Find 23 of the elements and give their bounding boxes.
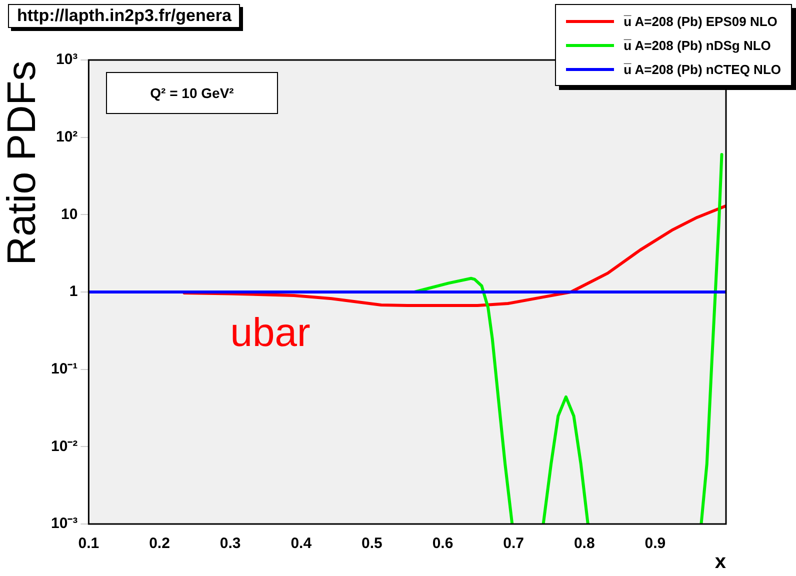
x-tick-label: 0.8 [574, 535, 595, 552]
y-tick-label: 10⁻³ [50, 515, 78, 532]
x-axis-title: x [714, 551, 726, 574]
x-tick-label: 0.3 [220, 535, 241, 552]
legend-label: u̅ A=208 (Pb) nCTEQ NLO [624, 62, 781, 76]
x-tick-label: 0.9 [644, 535, 666, 552]
x-tick-label: 0.4 [290, 535, 312, 552]
x-tick-label: 0.5 [362, 535, 382, 552]
x-tick-label: 0.2 [149, 535, 170, 552]
y-tick-label: 10⁻² [50, 438, 78, 455]
y-tick-label: 10³ [56, 51, 78, 68]
x-tick-label: 0.1 [78, 535, 100, 552]
y-tick-label: 10 [60, 206, 78, 223]
y-tick-label: 10² [56, 128, 78, 146]
legend-label: u̅ A=208 (Pb) nDSg NLO [624, 38, 771, 52]
annotation: ubar [230, 311, 310, 356]
y-tick-label: 10⁻¹ [50, 360, 78, 378]
x-tick-label: 0.7 [503, 535, 524, 552]
text: http://lapth.in2p3.fr/genera [8, 4, 240, 28]
y-tick-label: 1 [69, 283, 78, 300]
x-tick-label: 0.6 [432, 535, 454, 552]
legend-label: u̅ A=208 (Pb) EPS09 NLO [624, 14, 778, 28]
y-axis-title: Ratio PDFs [0, 60, 44, 266]
